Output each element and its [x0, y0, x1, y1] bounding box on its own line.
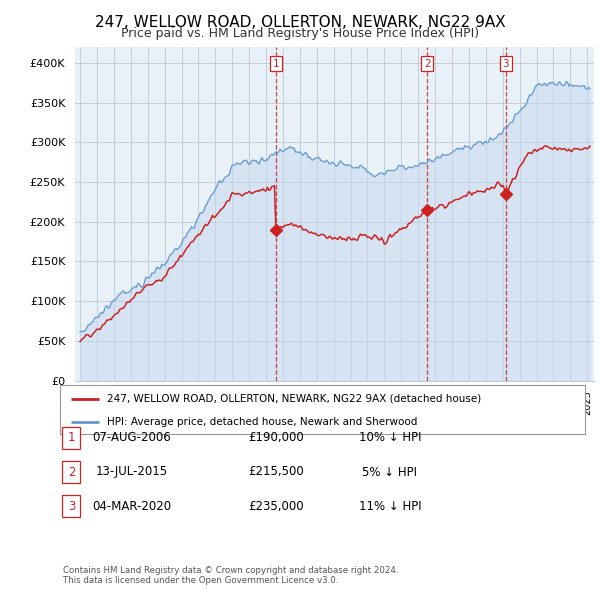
Text: 2: 2 — [68, 466, 75, 478]
Text: Contains HM Land Registry data © Crown copyright and database right 2024.
This d: Contains HM Land Registry data © Crown c… — [63, 566, 398, 585]
Text: £215,500: £215,500 — [248, 466, 304, 478]
Text: 04-MAR-2020: 04-MAR-2020 — [92, 500, 172, 513]
Text: 5% ↓ HPI: 5% ↓ HPI — [362, 466, 418, 478]
Text: 11% ↓ HPI: 11% ↓ HPI — [359, 500, 421, 513]
Text: 247, WELLOW ROAD, OLLERTON, NEWARK, NG22 9AX: 247, WELLOW ROAD, OLLERTON, NEWARK, NG22… — [95, 15, 505, 30]
Text: Price paid vs. HM Land Registry's House Price Index (HPI): Price paid vs. HM Land Registry's House … — [121, 27, 479, 40]
Text: 10% ↓ HPI: 10% ↓ HPI — [359, 431, 421, 444]
Text: 3: 3 — [502, 59, 509, 69]
Text: £190,000: £190,000 — [248, 431, 304, 444]
Text: 247, WELLOW ROAD, OLLERTON, NEWARK, NG22 9AX (detached house): 247, WELLOW ROAD, OLLERTON, NEWARK, NG22… — [107, 394, 482, 404]
Text: 13-JUL-2015: 13-JUL-2015 — [96, 466, 168, 478]
Text: HPI: Average price, detached house, Newark and Sherwood: HPI: Average price, detached house, Newa… — [107, 417, 418, 427]
Text: 07-AUG-2006: 07-AUG-2006 — [92, 431, 172, 444]
Text: 3: 3 — [68, 500, 75, 513]
Text: 1: 1 — [272, 59, 279, 69]
Text: £235,000: £235,000 — [248, 500, 304, 513]
Text: 1: 1 — [68, 431, 75, 444]
Text: 2: 2 — [424, 59, 430, 69]
